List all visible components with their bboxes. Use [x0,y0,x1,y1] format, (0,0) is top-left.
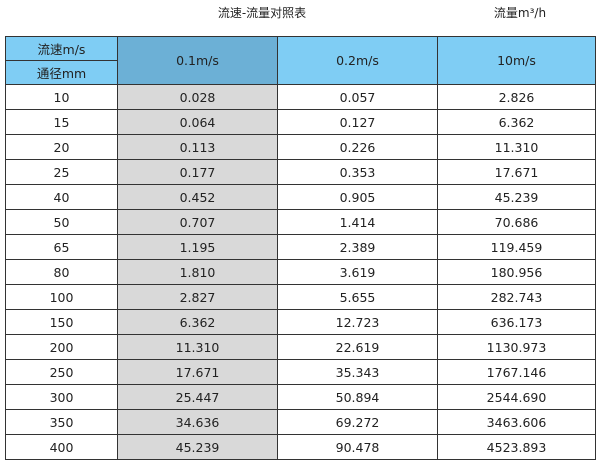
flow-cell: 22.619 [277,334,438,360]
flow-cell: 2544.690 [437,384,596,410]
diameter-cell: 15 [5,109,118,135]
flow-cell: 3463.606 [437,409,596,435]
flow-cell: 2.389 [277,234,438,260]
flow-cell: 180.956 [437,259,596,285]
flow-cell: 0.707 [117,209,278,235]
table-row: 300 25.447 50.894 2544.690 [5,384,596,410]
flow-cell: 2.826 [437,84,596,110]
flow-cell: 45.239 [117,434,278,460]
table-row: 350 34.636 69.272 3463.606 [5,409,596,435]
flow-unit-label: 流量m³/h [493,6,547,20]
diameter-cell: 80 [5,259,118,285]
flow-cell: 1767.146 [437,359,596,385]
flow-cell: 1130.973 [437,334,596,360]
flow-cell: 17.671 [117,359,278,385]
flow-cell: 70.686 [437,209,596,235]
table-row: 50 0.707 1.414 70.686 [5,209,596,235]
table-title: 流速-流量对照表 [217,6,307,20]
flow-cell: 0.177 [117,159,278,185]
table-row: 200 11.310 22.619 1130.973 [5,334,596,360]
column-header-10[interactable]: 10m/s [437,36,596,85]
flow-cell: 0.226 [277,134,438,160]
flow-cell: 17.671 [437,159,596,185]
diameter-cell: 200 [5,334,118,360]
flow-cell: 0.452 [117,184,278,210]
flow-cell: 34.636 [117,409,278,435]
table-row: 65 1.195 2.389 119.459 [5,234,596,260]
column-header-0-1[interactable]: 0.1m/s [117,36,278,85]
table-row: 10 0.028 0.057 2.826 [5,84,596,110]
flow-cell: 6.362 [117,309,278,335]
table-row: 100 2.827 5.655 282.743 [5,284,596,310]
flow-cell: 0.057 [277,84,438,110]
table-row: 150 6.362 12.723 636.173 [5,309,596,335]
diameter-cell: 250 [5,359,118,385]
diameter-cell: 300 [5,384,118,410]
table-row: 400 45.239 90.478 4523.893 [5,434,596,460]
table-row: 20 0.113 0.226 11.310 [5,134,596,160]
table-row: 15 0.064 0.127 6.362 [5,109,596,135]
diameter-cell: 65 [5,234,118,260]
velocity-header: 流速m/s [5,36,118,61]
table-row: 40 0.452 0.905 45.239 [5,184,596,210]
flow-cell: 1.810 [117,259,278,285]
flow-cell: 0.113 [117,134,278,160]
flow-cell: 282.743 [437,284,596,310]
diameter-cell: 10 [5,84,118,110]
flow-cell: 90.478 [277,434,438,460]
flow-cell: 50.894 [277,384,438,410]
diameter-cell: 350 [5,409,118,435]
diameter-cell: 150 [5,309,118,335]
diameter-cell: 40 [5,184,118,210]
flow-cell: 1.414 [277,209,438,235]
diameter-cell: 400 [5,434,118,460]
diameter-cell: 25 [5,159,118,185]
flow-cell: 4523.893 [437,434,596,460]
flow-cell: 119.459 [437,234,596,260]
flow-cell: 0.127 [277,109,438,135]
flow-cell: 5.655 [277,284,438,310]
flow-cell: 6.362 [437,109,596,135]
flow-cell: 0.028 [117,84,278,110]
flow-cell: 0.064 [117,109,278,135]
flow-cell: 1.195 [117,234,278,260]
flow-velocity-table: 流速m/s 0.1m/s 0.2m/s 10m/s 通径mm 10 0.028 0.… [5,36,596,460]
flow-cell: 12.723 [277,309,438,335]
flow-cell: 2.827 [117,284,278,310]
flow-cell: 11.310 [117,334,278,360]
diameter-cell: 20 [5,134,118,160]
flow-cell: 0.353 [277,159,438,185]
flow-cell: 69.272 [277,409,438,435]
flow-cell: 0.905 [277,184,438,210]
flow-cell: 45.239 [437,184,596,210]
flow-cell: 25.447 [117,384,278,410]
diameter-cell: 50 [5,209,118,235]
table-row: 80 1.810 3.619 180.956 [5,259,596,285]
table-row: 25 0.177 0.353 17.671 [5,159,596,185]
column-header-0-2[interactable]: 0.2m/s [277,36,438,85]
flow-cell: 35.343 [277,359,438,385]
diameter-cell: 100 [5,284,118,310]
diameter-header: 通径mm [5,60,118,85]
table-row: 250 17.671 35.343 1767.146 [5,359,596,385]
flow-cell: 3.619 [277,259,438,285]
flow-cell: 11.310 [437,134,596,160]
flow-cell: 636.173 [437,309,596,335]
